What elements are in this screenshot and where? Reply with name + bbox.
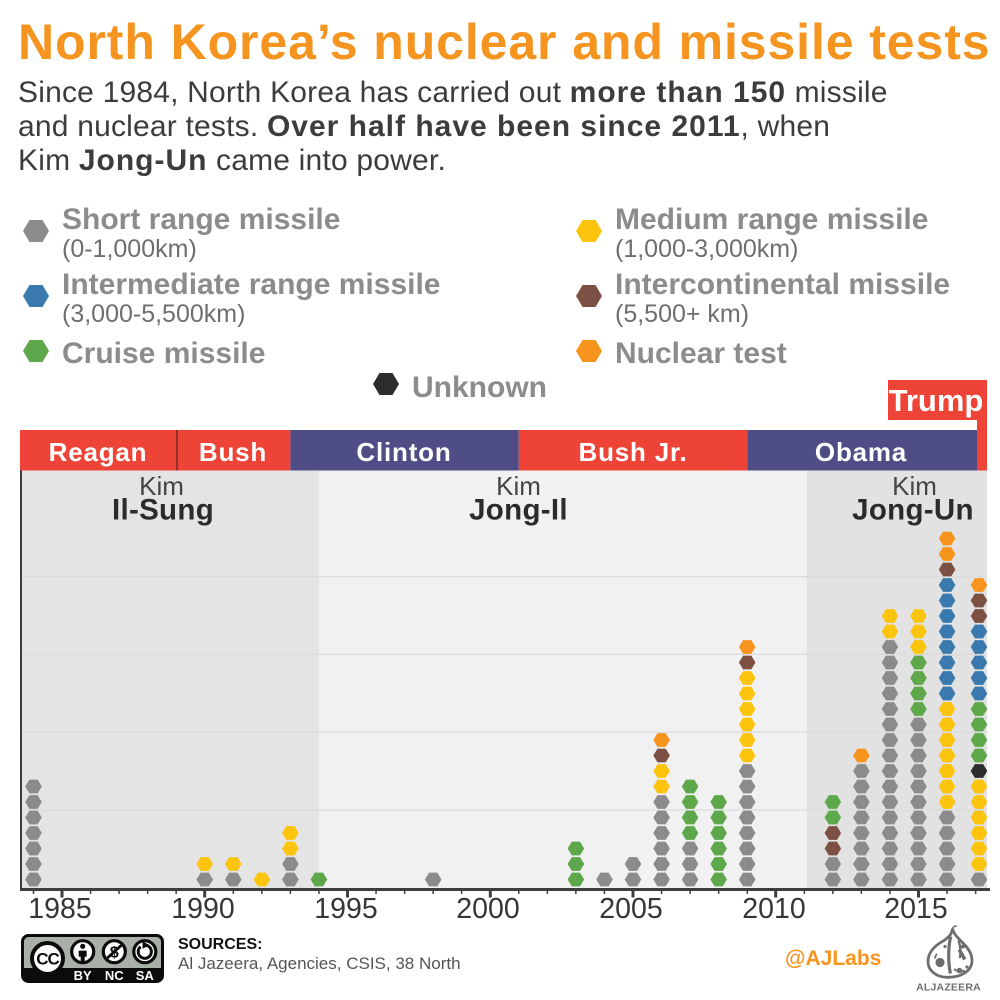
svg-text:1995: 1995 [314,893,377,925]
svg-text:Obama: Obama [815,437,907,467]
svg-text:Jong-Il: Jong-Il [469,494,568,527]
svg-text:Kim: Kim [139,471,184,501]
svg-text:Bush Jr.: Bush Jr. [579,437,688,467]
svg-text:2015: 2015 [884,893,947,925]
svg-text:NC: NC [105,968,124,983]
svg-text:Reagan: Reagan [49,437,148,467]
svg-text:Trump: Trump [889,383,984,418]
svg-text:2000: 2000 [456,893,519,925]
svg-text:ALJAZEERA: ALJAZEERA [916,982,981,994]
svg-text:2005: 2005 [599,893,662,925]
svg-text:1990: 1990 [171,893,234,925]
svg-text:Kim: Kim [496,471,541,501]
svg-text:BY: BY [74,968,92,983]
svg-text:Jong-Un: Jong-Un [852,494,974,527]
svg-text:Bush: Bush [199,437,267,467]
svg-text:CC: CC [36,950,59,969]
svg-text:1985: 1985 [28,893,91,925]
svg-text:Kim: Kim [892,471,937,501]
svg-text:Il-Sung: Il-Sung [112,494,214,527]
svg-text:2010: 2010 [742,893,805,925]
svg-text:Clinton: Clinton [356,437,451,467]
svg-text:SA: SA [136,968,155,983]
